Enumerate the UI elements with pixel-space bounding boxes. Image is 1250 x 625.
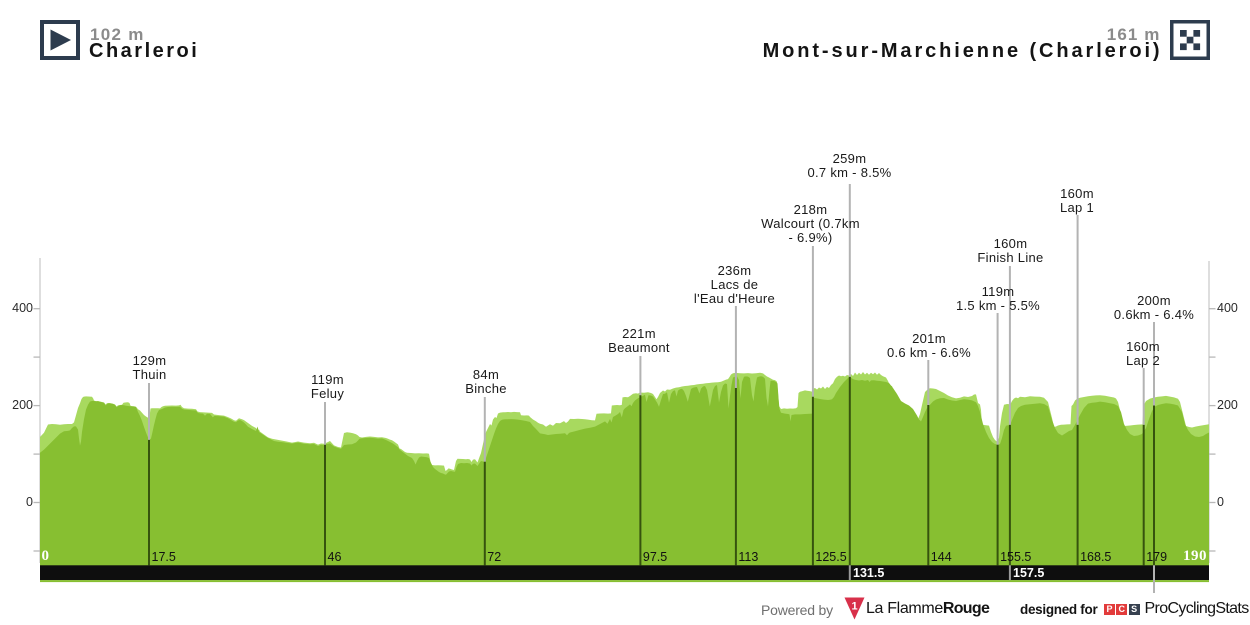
svg-text:1: 1 — [851, 601, 857, 613]
